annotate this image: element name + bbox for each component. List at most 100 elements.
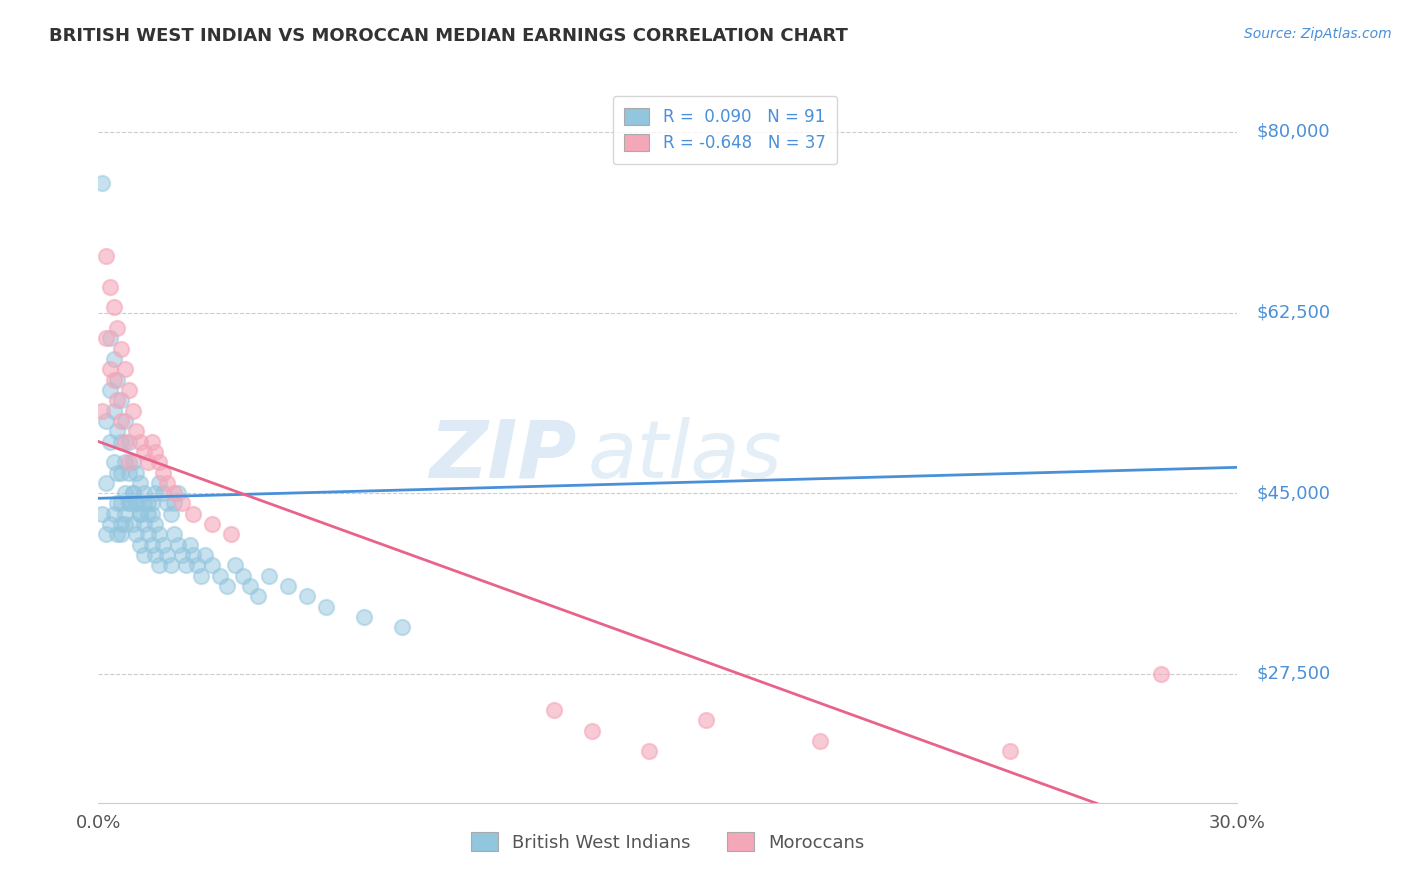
Point bbox=[110, 414, 132, 428]
Point bbox=[107, 496, 129, 510]
Point bbox=[118, 496, 141, 510]
Point bbox=[132, 548, 155, 562]
Point bbox=[239, 579, 262, 593]
Point bbox=[121, 486, 143, 500]
Point bbox=[107, 424, 129, 438]
Point bbox=[145, 517, 167, 532]
Point bbox=[110, 434, 132, 449]
Point bbox=[132, 496, 155, 510]
Point bbox=[808, 734, 831, 748]
Point bbox=[148, 475, 170, 490]
Point bbox=[118, 496, 141, 510]
Point bbox=[114, 434, 136, 449]
Point bbox=[110, 393, 132, 408]
Point bbox=[121, 486, 143, 500]
Point bbox=[136, 496, 159, 510]
Point bbox=[148, 455, 170, 469]
Point bbox=[114, 507, 136, 521]
Text: Source: ZipAtlas.com: Source: ZipAtlas.com bbox=[1244, 27, 1392, 41]
Point bbox=[163, 496, 186, 510]
Point bbox=[145, 445, 167, 459]
Point bbox=[121, 455, 143, 469]
Point bbox=[98, 434, 121, 449]
Point bbox=[156, 548, 179, 562]
Point bbox=[125, 527, 148, 541]
Point bbox=[110, 496, 132, 510]
Point bbox=[132, 445, 155, 459]
Point bbox=[118, 383, 141, 397]
Point bbox=[156, 496, 179, 510]
Point bbox=[98, 517, 121, 532]
Point bbox=[94, 527, 117, 541]
Point bbox=[159, 507, 181, 521]
Point bbox=[132, 486, 155, 500]
Point bbox=[110, 466, 132, 480]
Point bbox=[141, 507, 163, 521]
Point bbox=[114, 362, 136, 376]
Point bbox=[118, 455, 141, 469]
Point bbox=[141, 538, 163, 552]
Point bbox=[125, 466, 148, 480]
Point bbox=[170, 548, 193, 562]
Point bbox=[98, 362, 121, 376]
Point bbox=[224, 558, 246, 573]
Point bbox=[125, 496, 148, 510]
Point bbox=[581, 723, 603, 738]
Text: atlas: atlas bbox=[588, 417, 783, 495]
Point bbox=[136, 527, 159, 541]
Point bbox=[110, 517, 132, 532]
Point bbox=[543, 703, 565, 717]
Point bbox=[391, 620, 413, 634]
Point bbox=[145, 548, 167, 562]
Point bbox=[110, 527, 132, 541]
Point bbox=[277, 579, 299, 593]
Point bbox=[152, 486, 174, 500]
Point bbox=[98, 383, 121, 397]
Point bbox=[129, 507, 152, 521]
Point bbox=[107, 321, 129, 335]
Point bbox=[91, 507, 114, 521]
Point bbox=[91, 177, 114, 191]
Point bbox=[114, 486, 136, 500]
Text: $62,500: $62,500 bbox=[1257, 303, 1330, 321]
Point bbox=[121, 517, 143, 532]
Point bbox=[136, 507, 159, 521]
Text: $27,500: $27,500 bbox=[1257, 665, 1330, 682]
Point bbox=[129, 475, 152, 490]
Point bbox=[103, 373, 125, 387]
Point bbox=[103, 507, 125, 521]
Point bbox=[129, 434, 152, 449]
Point bbox=[315, 599, 337, 614]
Point bbox=[91, 403, 114, 417]
Point bbox=[179, 538, 201, 552]
Point bbox=[174, 558, 197, 573]
Point bbox=[118, 466, 141, 480]
Point bbox=[163, 527, 186, 541]
Point bbox=[103, 351, 125, 366]
Point bbox=[141, 496, 163, 510]
Point bbox=[114, 414, 136, 428]
Point bbox=[246, 590, 269, 604]
Point bbox=[136, 455, 159, 469]
Point bbox=[183, 507, 205, 521]
Point bbox=[118, 434, 141, 449]
Point bbox=[221, 527, 243, 541]
Point bbox=[353, 610, 375, 624]
Point bbox=[183, 548, 205, 562]
Point bbox=[129, 538, 152, 552]
Point bbox=[94, 331, 117, 345]
Point bbox=[167, 486, 190, 500]
Point bbox=[217, 579, 239, 593]
Point bbox=[163, 486, 186, 500]
Text: ZIP: ZIP bbox=[429, 417, 576, 495]
Point bbox=[148, 558, 170, 573]
Point bbox=[152, 466, 174, 480]
Point bbox=[148, 527, 170, 541]
Point bbox=[94, 414, 117, 428]
Point bbox=[107, 373, 129, 387]
Point bbox=[152, 538, 174, 552]
Point bbox=[110, 342, 132, 356]
Text: BRITISH WEST INDIAN VS MOROCCAN MEDIAN EARNINGS CORRELATION CHART: BRITISH WEST INDIAN VS MOROCCAN MEDIAN E… bbox=[49, 27, 848, 45]
Point bbox=[125, 496, 148, 510]
Point bbox=[232, 568, 254, 582]
